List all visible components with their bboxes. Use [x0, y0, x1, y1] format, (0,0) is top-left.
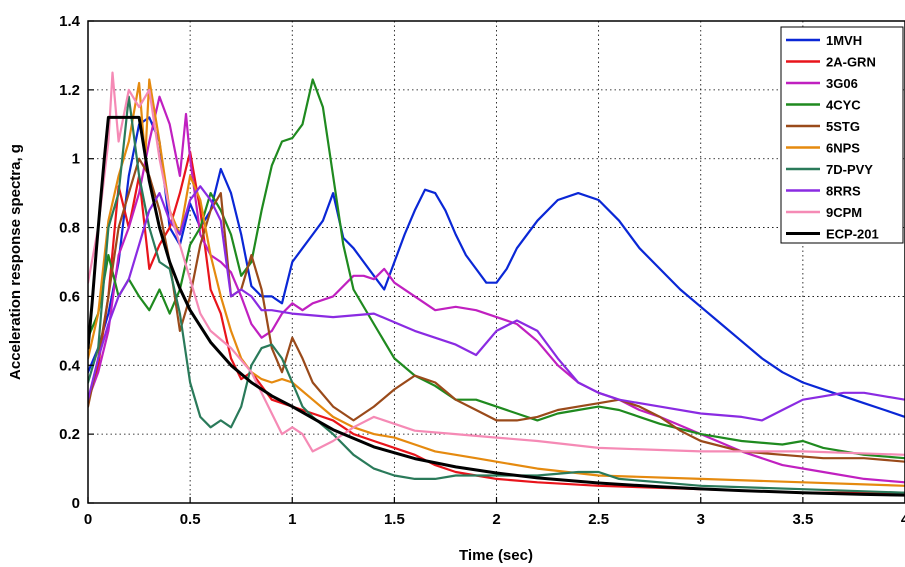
legend-label: 6NPS	[826, 141, 860, 156]
series-line-1mvh	[88, 116, 905, 418]
x-tick-label: 0.5	[180, 511, 201, 528]
x-tick-label: 3.5	[792, 511, 813, 528]
legend-label: 2A-GRN	[826, 55, 876, 70]
y-tick-label: 0.8	[59, 220, 80, 237]
x-tick-label: 0	[84, 511, 92, 528]
x-tick-label: 2.5	[588, 511, 609, 528]
y-tick-label: 0.2	[59, 426, 80, 443]
axis-ticks: 0 0.5 1 1.5 2 2.5 3 3.5 4 0 0.2 0.4 0.6 0.8 1 1.2 1.4	[59, 13, 905, 528]
legend-label: 1MVH	[826, 33, 862, 48]
series-line-ecp-201	[88, 115, 905, 497]
x-tick-label: 4	[901, 511, 905, 528]
series-line-9cpm	[88, 71, 905, 456]
x-tick-label: 3	[697, 511, 705, 528]
series-line-7d-pvy	[88, 95, 905, 494]
series-line-5stg	[88, 157, 905, 463]
legend-label: 3G06	[826, 76, 858, 91]
y-tick-label: 0	[72, 495, 80, 512]
series-line-4cyc	[88, 78, 905, 460]
y-tick-label: 0.4	[59, 357, 81, 374]
y-axis-title: Acceleration response spectra, g	[7, 144, 24, 380]
legend-box	[780, 26, 904, 244]
y-tick-label: 0.6	[59, 288, 80, 305]
legend-label: 4CYC	[826, 98, 861, 113]
legend-label: 9CPM	[826, 205, 862, 220]
legend-label: 5STG	[826, 119, 860, 134]
series-line-8rrs	[88, 185, 905, 422]
x-tick-label: 2	[492, 511, 500, 528]
x-tick-label: 1	[288, 511, 296, 528]
legend-label: ECP-201	[826, 227, 879, 242]
y-tick-label: 1.2	[59, 82, 80, 99]
legend-label: 8RRS	[826, 184, 861, 199]
x-axis-title: Time (sec)	[459, 547, 533, 564]
series-lines	[88, 71, 905, 497]
x-tick-label: 1.5	[384, 511, 405, 528]
y-tick-label: 1	[72, 151, 80, 168]
y-tick-label: 1.4	[59, 13, 81, 30]
series-line-2a-grn	[88, 150, 905, 494]
legend: 1MVH 2A-GRN 3G06 4CYC 5STG 6NPS 7D-PVY 8RRS 9CPM…	[780, 26, 904, 244]
legend-label: 7D-PVY	[826, 162, 873, 177]
